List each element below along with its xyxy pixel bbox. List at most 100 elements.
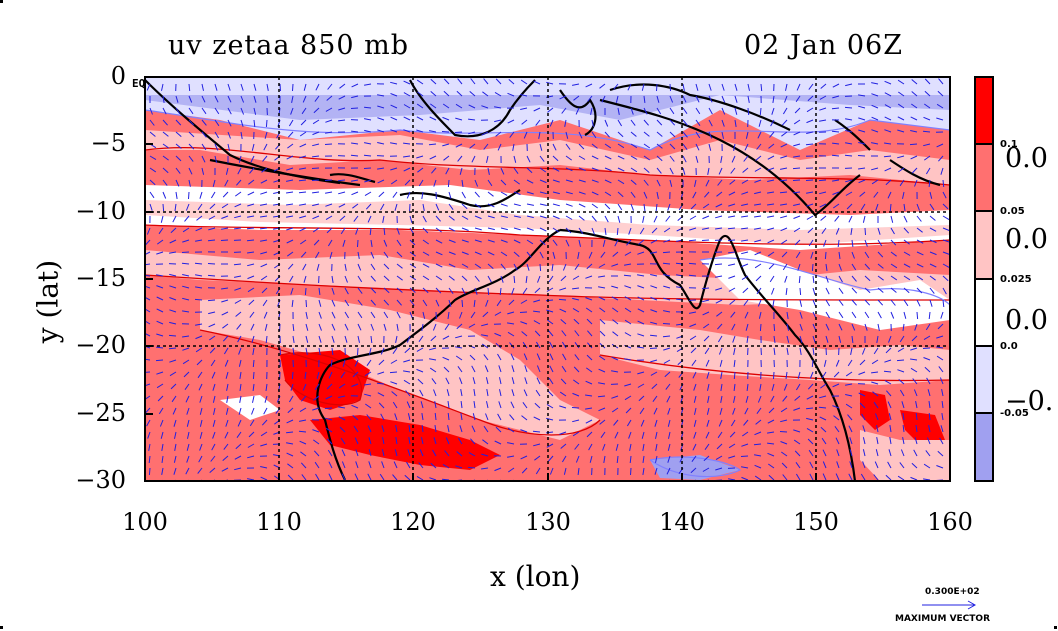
wind-vector: [641, 83, 645, 91]
wind-vector: [445, 377, 450, 385]
wind-vector: [298, 179, 307, 182]
wind-vector: [487, 203, 495, 208]
wind-vector: [149, 191, 155, 199]
wind-vector: [571, 407, 580, 409]
wind-vector: [533, 107, 541, 112]
wind-vector: [795, 383, 801, 391]
wind-vector: [733, 383, 736, 391]
wind-vector: [780, 419, 788, 423]
wind-vector: [145, 274, 151, 277]
wind-vector: [832, 142, 840, 145]
wind-vector: [212, 179, 216, 187]
wind-vector: [429, 116, 437, 121]
wind-vector: [630, 107, 634, 115]
wind-vector: [643, 119, 649, 126]
wind-vector: [923, 357, 931, 361]
wind-vector: [812, 287, 816, 295]
wind-vector: [731, 155, 736, 163]
wind-vector: [221, 299, 229, 303]
wind-vector: [487, 287, 490, 296]
wind-vector: [864, 311, 870, 319]
wind-vector: [914, 323, 918, 331]
wind-vector: [534, 455, 541, 461]
wind-vector: [344, 323, 349, 331]
wind-vector: [395, 425, 398, 433]
wind-vector: [442, 335, 450, 340]
wind-vector: [298, 191, 307, 194]
wind-vector: [377, 392, 385, 397]
wind-vector: [819, 203, 827, 208]
wind-vector: [338, 203, 346, 208]
wind-vector: [572, 419, 580, 423]
wind-vector: [499, 377, 502, 385]
wind-vector: [182, 335, 190, 338]
wind-vector: [706, 419, 710, 427]
wind-vector: [825, 335, 829, 343]
wind-vector: [574, 354, 580, 361]
wind-vector: [806, 191, 814, 194]
wind-vector: [428, 143, 437, 146]
wind-vector: [159, 419, 164, 427]
wind-vector: [447, 401, 450, 409]
wind-vector: [656, 131, 663, 137]
wind-vector: [481, 453, 489, 457]
wind-vector: [716, 443, 723, 450]
wind-vector: [405, 390, 411, 397]
wind-vector: [612, 251, 619, 257]
wind-vector: [198, 455, 203, 463]
wind-vector: [926, 437, 931, 445]
wind-vector: [469, 91, 476, 97]
wind-vector: [182, 359, 190, 365]
wind-vector: [448, 239, 456, 243]
wind-vector: [624, 307, 632, 313]
wind-vector: [457, 78, 463, 85]
wind-vector: [468, 131, 476, 135]
wind-vector: [781, 251, 788, 258]
wind-vector: [703, 323, 710, 329]
wind-vector: [235, 191, 242, 197]
wind-vector: [300, 462, 307, 469]
wind-vector: [486, 401, 489, 409]
wind-vector: [642, 215, 645, 223]
wind-vector: [311, 179, 320, 181]
wind-vector: [443, 155, 450, 161]
wind-vector: [430, 78, 437, 85]
wind-vector: [286, 167, 294, 171]
wind-vector: [754, 167, 762, 172]
wind-vector: [344, 275, 348, 283]
wind-vector: [513, 227, 521, 231]
wind-vector: [693, 431, 697, 439]
wind-vector: [785, 287, 788, 295]
wind-vector: [857, 155, 866, 157]
wind-vector: [928, 311, 931, 320]
wind-vector: [577, 467, 580, 475]
wind-vector: [461, 227, 469, 231]
wind-vector: [705, 179, 710, 187]
wind-vector: [261, 167, 268, 173]
y-tick-label: −30: [75, 466, 126, 494]
wind-vector: [924, 90, 931, 97]
wind-vector: [792, 179, 801, 181]
wind-vector: [754, 431, 762, 436]
wind-vector: [805, 143, 814, 146]
wind-vector: [864, 263, 871, 270]
wind-vector: [858, 179, 866, 184]
wind-vector: [871, 381, 879, 385]
wind-vector: [643, 155, 650, 161]
wind-vector: [682, 107, 688, 114]
wind-vector: [808, 83, 814, 90]
y-tick-label: −20: [75, 331, 126, 359]
wind-vector: [717, 323, 723, 330]
wind-vector: [922, 347, 931, 349]
colorbar-swatch-1: [975, 77, 993, 144]
wind-vector: [721, 83, 725, 91]
wind-vector: [299, 167, 307, 170]
wind-vector: [744, 311, 749, 319]
wind-vector: [537, 275, 541, 283]
wind-vector: [304, 371, 307, 379]
wind-vector: [546, 309, 554, 313]
wind-vector: [247, 263, 255, 267]
wind-vector: [848, 473, 853, 481]
wind-vector: [287, 463, 294, 469]
wind-vector: [487, 239, 495, 243]
